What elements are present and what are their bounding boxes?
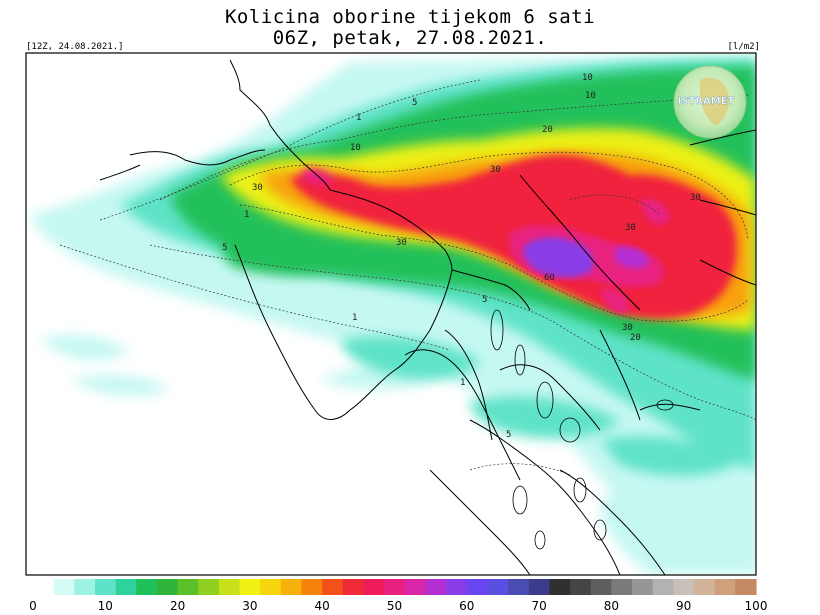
- colorbar-swatch: [156, 579, 179, 595]
- colorbar-swatch: [404, 579, 427, 595]
- model-run-label: [12Z, 24.08.2021.]: [26, 42, 124, 52]
- colorbar-swatch: [301, 579, 323, 595]
- colorbar-swatch: [446, 579, 468, 595]
- contour-label: 5: [482, 295, 487, 305]
- colorbar-swatch: [322, 579, 344, 595]
- colorbar-swatch: [363, 579, 385, 595]
- colorbar-tick-label: 90: [676, 599, 692, 613]
- precipitation-field: [26, 53, 756, 575]
- contour-label: 30: [252, 183, 263, 193]
- colorbar-swatch: [632, 579, 654, 595]
- colorbar-swatch: [508, 579, 530, 595]
- colorbar-swatch: [115, 579, 137, 595]
- colorbar-swatch: [53, 579, 75, 595]
- colorbar-tick-label: 80: [603, 599, 620, 613]
- colorbar-tick-label: 40: [314, 599, 330, 613]
- colorbar-swatch: [198, 579, 220, 595]
- colorbar-tick-label: 20: [169, 599, 186, 613]
- colorbar-tick-label: 30: [242, 599, 258, 613]
- contour-label: 60: [544, 273, 555, 283]
- colorbar-swatch: [549, 579, 571, 595]
- colorbar-swatch: [384, 579, 406, 595]
- istramet-logo: ISTRAMET: [673, 65, 747, 139]
- colorbar-swatch: [652, 579, 674, 595]
- coastlines-borders: [99, 59, 756, 575]
- map-title-line-1: Kolicina oborine tijekom 6 sati: [224, 6, 596, 28]
- logo-text: ISTRAMET: [678, 96, 735, 107]
- colorbar-swatch: [218, 579, 241, 595]
- colorbar-swatch: [33, 579, 55, 595]
- colorbar-swatch: [487, 579, 509, 595]
- map-title-line-2: 06Z, petak, 27.08.2021.: [272, 27, 548, 49]
- contour-label: 1: [352, 313, 357, 323]
- extreme-rain: [523, 237, 650, 278]
- colorbar-swatch: [570, 579, 592, 595]
- isohyet-contours: [59, 79, 756, 476]
- colorbar-tick-label: 60: [459, 599, 475, 613]
- contour-label: 10: [585, 91, 596, 101]
- precipitation-colorbar: [33, 579, 757, 595]
- colorbar-tick-label: 70: [531, 599, 547, 613]
- colorbar-tick-label: 0: [29, 599, 37, 613]
- colorbar-swatch: [694, 579, 716, 595]
- colorbar-swatch: [239, 579, 261, 595]
- colorbar-swatch: [714, 579, 736, 595]
- colorbar-swatch: [590, 579, 612, 595]
- contour-label: 20: [542, 125, 553, 135]
- colorbar-swatch: [342, 579, 365, 595]
- contour-label: 5: [412, 98, 417, 108]
- contour-label: 30: [490, 165, 501, 175]
- colorbar-swatch: [466, 579, 489, 595]
- colorbar-tick-label: 50: [386, 599, 403, 613]
- colorbar-swatch: [611, 579, 633, 595]
- colorbar-swatch: [260, 579, 282, 595]
- colorbar-swatch: [74, 579, 96, 595]
- contour-label: 5: [506, 430, 511, 440]
- contour-label: 30: [396, 238, 407, 248]
- unit-label: [l/m2]: [727, 42, 760, 52]
- contour-label: 10: [350, 143, 361, 153]
- map-frame: [25, 52, 757, 576]
- contour-label: 5: [222, 243, 227, 253]
- contour-label: 1: [244, 210, 249, 220]
- contour-label: 20: [630, 333, 641, 343]
- colorbar-swatch: [528, 579, 551, 595]
- colorbar-swatch: [673, 579, 695, 595]
- colorbar-swatch: [136, 579, 158, 595]
- colorbar-tick-label: 10: [97, 599, 113, 613]
- islands: [490, 309, 674, 550]
- colorbar-swatch: [280, 579, 303, 595]
- contour-label: 10: [582, 73, 593, 83]
- contour-labels: 5 10 10 1 20 30 30 30 30 10 1 5 30 60 5 …: [222, 73, 701, 440]
- colorbar-swatch: [94, 579, 117, 595]
- contour-label: 1: [356, 113, 361, 123]
- colorbar-swatch: [425, 579, 447, 595]
- contour-label: 30: [625, 223, 636, 233]
- contour-label: 30: [690, 193, 701, 203]
- contour-label: 30: [622, 323, 633, 333]
- colorbar-swatch: [177, 579, 199, 595]
- colorbar-tick-label: 100: [744, 599, 768, 613]
- contour-label: 1: [460, 378, 465, 388]
- colorbar-swatch: [735, 579, 757, 595]
